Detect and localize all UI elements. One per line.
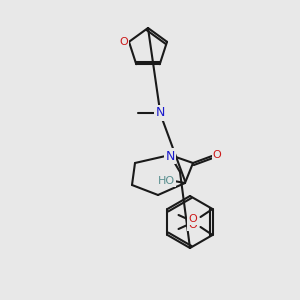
Text: N: N	[155, 106, 165, 119]
Text: O: O	[213, 150, 221, 160]
Text: O: O	[188, 220, 197, 230]
Text: N: N	[165, 149, 175, 163]
Text: O: O	[188, 214, 197, 224]
Text: O: O	[120, 37, 128, 47]
Text: HO: HO	[158, 176, 175, 186]
